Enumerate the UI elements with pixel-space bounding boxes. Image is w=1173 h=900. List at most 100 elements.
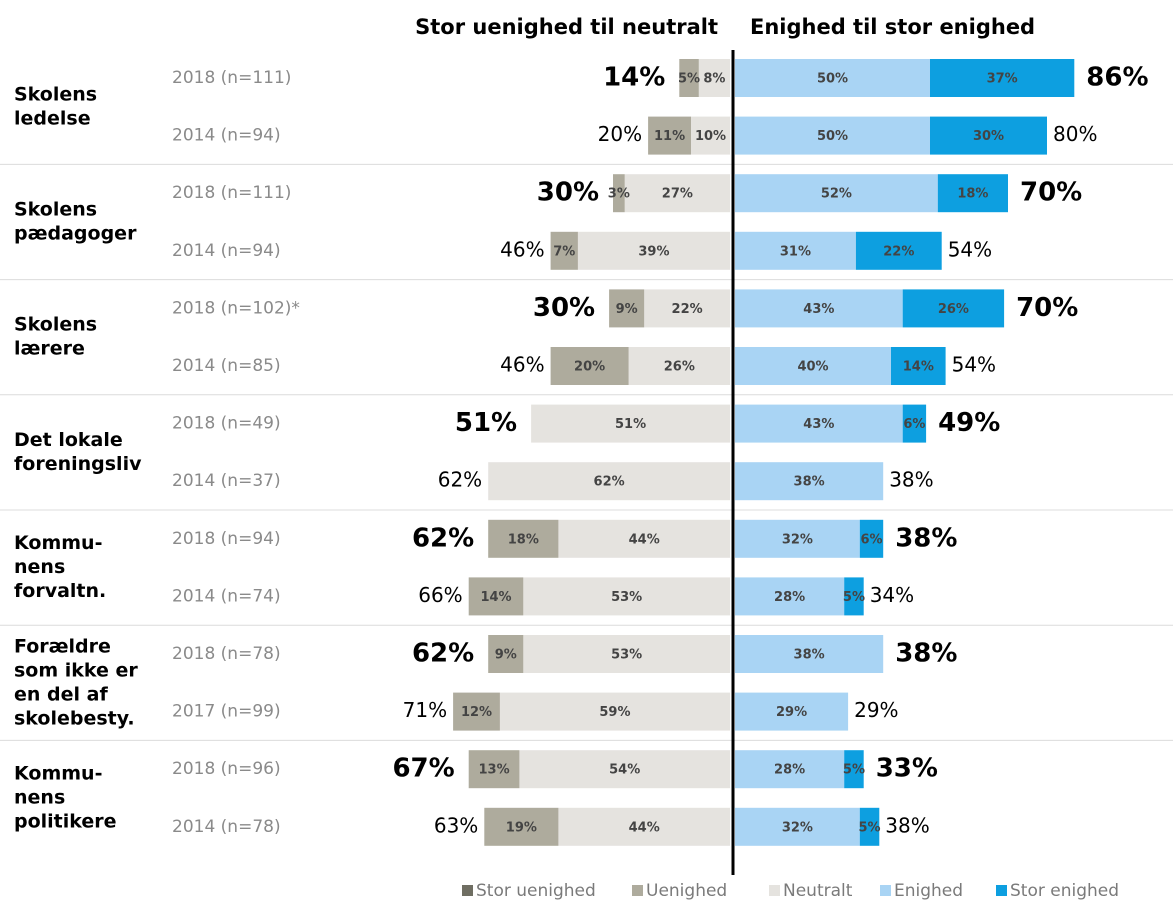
segment-label: 39% — [638, 244, 669, 259]
bar-segment — [523, 577, 730, 616]
left-total: 46% — [500, 353, 544, 377]
group-label: Skolens — [14, 83, 97, 105]
right-total: 38% — [889, 468, 933, 492]
segment-label: 50% — [817, 129, 848, 144]
segment-label: 7% — [553, 244, 575, 259]
segment-label: 53% — [611, 590, 642, 605]
bar-segment — [488, 462, 730, 501]
bar-segment — [613, 174, 625, 213]
segment-label: 9% — [616, 302, 638, 317]
left-total: 51% — [455, 408, 517, 438]
legend-label: Uenighed — [646, 881, 727, 900]
bar-segment — [735, 692, 849, 731]
bar-segment — [644, 289, 730, 328]
left-total: 62% — [438, 468, 482, 492]
legend-label: Stor enighed — [1010, 881, 1119, 900]
segment-label: 19% — [506, 820, 537, 835]
bar-segment — [735, 404, 903, 443]
row-label: 2018 (n=94) — [172, 529, 281, 549]
row-label: 2018 (n=111) — [172, 68, 291, 88]
right-total: 38% — [885, 813, 929, 837]
legend-label: Neutralt — [783, 881, 853, 900]
bar-segment — [735, 807, 860, 846]
bar-segment — [735, 174, 938, 213]
legend-swatch — [769, 885, 780, 896]
legend-swatch — [996, 885, 1007, 896]
left-total: 20% — [598, 122, 642, 146]
bar-segment — [558, 519, 730, 558]
group-label: nens — [14, 556, 65, 578]
bar-segment — [624, 174, 730, 213]
bar-segment — [735, 289, 903, 328]
bar-segment — [735, 231, 856, 270]
segment-label: 32% — [782, 532, 813, 547]
segment-label: 14% — [903, 360, 934, 375]
row-label: 2014 (n=94) — [172, 241, 281, 261]
row-label: 2014 (n=74) — [172, 586, 281, 606]
segment-label: 51% — [615, 417, 646, 432]
segment-label: 11% — [654, 129, 685, 144]
bar-segment — [453, 692, 500, 731]
group-label: lærere — [14, 338, 85, 360]
segment-label: 54% — [609, 763, 640, 778]
segment-label: 3% — [608, 187, 630, 202]
row-label: 2018 (n=78) — [172, 644, 281, 664]
segment-label: 37% — [987, 72, 1018, 87]
group-label: Forældre — [14, 635, 111, 657]
bar-segment — [735, 116, 930, 155]
row-label: 2014 (n=78) — [172, 817, 281, 837]
bar-segment — [550, 231, 578, 270]
segment-label: 14% — [480, 590, 511, 605]
segment-label: 30% — [973, 129, 1004, 144]
right-total: 80% — [1053, 122, 1097, 146]
segment-label: 53% — [611, 648, 642, 663]
right-total: 54% — [952, 353, 996, 377]
group-label: forvaltn. — [14, 580, 106, 602]
right-total: 38% — [895, 639, 957, 669]
bar-segment — [930, 116, 1047, 155]
row-label: 2014 (n=85) — [172, 356, 281, 376]
left-total: 62% — [412, 639, 474, 669]
bar-segment — [691, 116, 730, 155]
segment-label: 38% — [794, 475, 825, 490]
group-label: Det lokale — [14, 429, 123, 451]
segment-label: 20% — [574, 360, 605, 375]
group-label: skolebesty. — [14, 707, 135, 729]
bar-segment — [484, 807, 559, 846]
right-total: 49% — [938, 408, 1000, 438]
bar-segment — [523, 635, 730, 673]
right-total: 70% — [1016, 293, 1078, 323]
segment-label: 8% — [703, 72, 725, 87]
segment-label: 10% — [695, 129, 726, 144]
legend-label: Enighed — [894, 881, 963, 900]
segment-label: 26% — [938, 302, 969, 317]
left-total: 63% — [434, 813, 478, 837]
segment-label: 18% — [508, 532, 539, 547]
segment-label: 22% — [672, 302, 703, 317]
bar-segment — [735, 462, 884, 501]
bar-segment — [735, 519, 860, 558]
left-total: 46% — [500, 237, 544, 261]
bar-segment — [609, 289, 645, 328]
left-total: 30% — [533, 293, 595, 323]
group-label: pædagoger — [14, 223, 137, 245]
segment-label: 40% — [797, 360, 828, 375]
bar-segment — [735, 577, 845, 616]
bar-segment — [844, 577, 864, 616]
left-total: 14% — [603, 63, 665, 93]
bar-segment — [558, 807, 730, 846]
segment-label: 5% — [678, 72, 700, 87]
bar-segment — [648, 116, 691, 155]
bar-segment — [902, 404, 927, 443]
segment-label: 9% — [495, 648, 517, 663]
group-label: Skolens — [14, 199, 97, 221]
segment-label: 43% — [803, 417, 834, 432]
row-label: 2018 (n=102)* — [172, 298, 300, 318]
bar-segment — [855, 231, 942, 270]
bar-segment — [930, 59, 1075, 97]
bar-segment — [698, 59, 730, 97]
segment-label: 43% — [803, 302, 834, 317]
segment-label: 31% — [780, 244, 811, 259]
segment-label: 52% — [821, 187, 852, 202]
